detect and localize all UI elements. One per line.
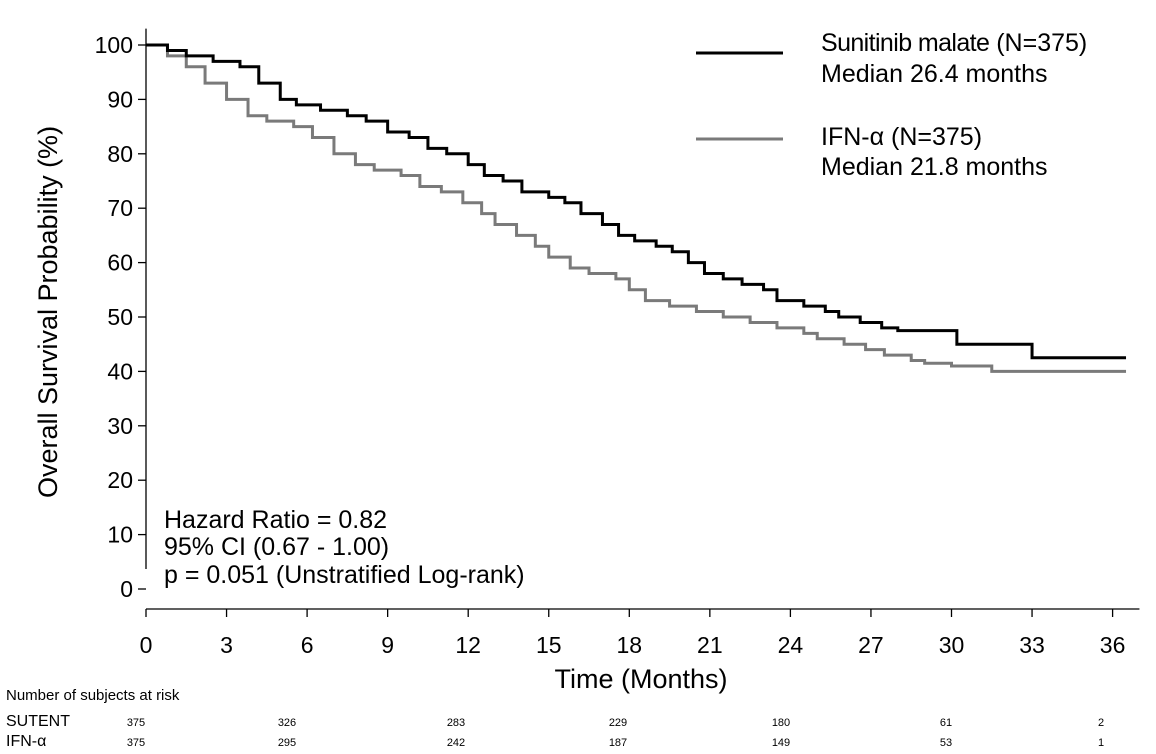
- risk-value-sutent-6: 326: [278, 717, 296, 729]
- curve-sunitinib: [146, 43, 1127, 360]
- y-tick-label-90: 90: [107, 86, 133, 112]
- y-tick-label-80: 80: [107, 141, 133, 167]
- y-axis-title: Overall Survival Probability (%): [33, 126, 63, 498]
- risk-value-ifn-30: 53: [940, 737, 952, 749]
- risk-value-sutent-24: 180: [772, 717, 790, 729]
- x-tick-label-27: 27: [858, 632, 884, 658]
- risk-value-sutent-0: 375: [127, 717, 145, 729]
- x-tick-label-6: 6: [301, 632, 314, 658]
- stats-annotation: Hazard Ratio = 0.82 95% CI (0.67 - 1.00)…: [164, 506, 525, 589]
- x-tick-label-18: 18: [617, 632, 643, 658]
- x-tick-label-21: 21: [697, 632, 723, 658]
- y-tick-label-50: 50: [107, 304, 133, 330]
- x-tick-label-36: 36: [1100, 632, 1126, 658]
- x-tick-label-24: 24: [778, 632, 804, 658]
- y-tick-label-20: 20: [107, 467, 133, 493]
- y-tick-label-60: 60: [107, 250, 133, 276]
- risk-row-label-ifn: IFN-α: [6, 733, 46, 750]
- risk-value-ifn-0: 375: [127, 737, 145, 749]
- y-tick-label-0: 0: [120, 576, 133, 602]
- legend: Sunitinib malate (N=375) Median 26.4 mon…: [696, 29, 1087, 181]
- legend-median-ifn: Median 21.8 months: [821, 153, 1048, 181]
- legend-name-sunitinib: Sunitinib malate (N=375): [821, 29, 1087, 57]
- y-tick-label-40: 40: [107, 358, 133, 384]
- x-tick-label-12: 12: [455, 632, 481, 658]
- x-tick-label-0: 0: [140, 632, 153, 658]
- x-tick-label-30: 30: [939, 632, 965, 658]
- legend-name-ifn: IFN-α (N=375): [821, 123, 982, 151]
- y-tick-label-70: 70: [107, 195, 133, 221]
- x-tick-label-15: 15: [536, 632, 562, 658]
- p-value-text: p = 0.051 (Unstratified Log-rank): [164, 561, 525, 589]
- confidence-interval-text: 95% CI (0.67 - 1.00): [164, 533, 389, 561]
- risk-value-sutent-30: 61: [940, 717, 952, 729]
- hazard-ratio-text: Hazard Ratio = 0.82: [164, 506, 387, 534]
- risk-value-sutent-36: 2: [1098, 717, 1104, 729]
- survival-curves: [146, 43, 1127, 373]
- risk-value-ifn-6: 295: [278, 737, 296, 749]
- risk-value-ifn-12: 242: [447, 737, 465, 749]
- x-tick-label-9: 9: [381, 632, 394, 658]
- y-tick-label-100: 100: [95, 32, 133, 58]
- risk-value-sutent-18: 229: [609, 717, 627, 729]
- risk-value-ifn-18: 187: [609, 737, 627, 749]
- risk-table-title: Number of subjects at risk: [6, 687, 180, 704]
- legend-median-sunitinib: Median 26.4 months: [821, 60, 1048, 88]
- x-axis-title: Time (Months): [554, 664, 727, 694]
- curve-ifn: [146, 43, 1127, 373]
- x-tick-label-3: 3: [220, 632, 233, 658]
- risk-value-sutent-12: 283: [447, 717, 465, 729]
- risk-row-label-sutent: SUTENT: [6, 713, 70, 730]
- risk-table: Number of subjects at risk SUTENT IFN-α …: [6, 687, 1104, 750]
- y-tick-label-30: 30: [107, 413, 133, 439]
- risk-value-ifn-36: 1: [1098, 737, 1104, 749]
- y-tick-label-10: 10: [107, 522, 133, 548]
- x-tick-label-33: 33: [1019, 632, 1045, 658]
- risk-value-ifn-24: 149: [772, 737, 790, 749]
